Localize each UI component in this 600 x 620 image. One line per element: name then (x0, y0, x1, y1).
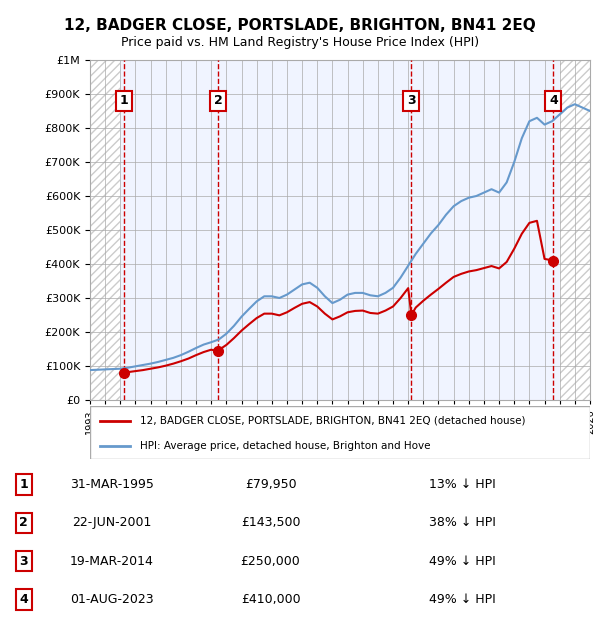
Bar (90, 60, 121, 400)
Text: 13% ↓ HPI: 13% ↓ HPI (430, 478, 496, 491)
FancyBboxPatch shape (90, 406, 590, 459)
Bar (560, 60, 590, 400)
Text: 49% ↓ HPI: 49% ↓ HPI (430, 555, 496, 568)
Text: 2: 2 (19, 516, 28, 529)
Text: Price paid vs. HM Land Registry's House Price Index (HPI): Price paid vs. HM Land Registry's House … (121, 36, 479, 49)
Text: 01-AUG-2023: 01-AUG-2023 (70, 593, 154, 606)
Text: 4: 4 (549, 94, 558, 107)
Text: 2: 2 (214, 94, 223, 107)
Text: 22-JUN-2001: 22-JUN-2001 (72, 516, 152, 529)
Bar (560, 60, 590, 400)
Text: 3: 3 (19, 555, 28, 568)
Text: £250,000: £250,000 (241, 555, 301, 568)
Bar (121, 60, 560, 400)
Text: 1: 1 (120, 94, 128, 107)
Text: 4: 4 (19, 593, 28, 606)
Text: 12, BADGER CLOSE, PORTSLADE, BRIGHTON, BN41 2EQ: 12, BADGER CLOSE, PORTSLADE, BRIGHTON, B… (64, 18, 536, 33)
Text: 31-MAR-1995: 31-MAR-1995 (70, 478, 154, 491)
Text: £410,000: £410,000 (241, 593, 301, 606)
Text: £79,950: £79,950 (245, 478, 296, 491)
Text: 49% ↓ HPI: 49% ↓ HPI (430, 593, 496, 606)
Text: £143,500: £143,500 (241, 516, 301, 529)
Text: 3: 3 (407, 94, 416, 107)
Text: 12, BADGER CLOSE, PORTSLADE, BRIGHTON, BN41 2EQ (detached house): 12, BADGER CLOSE, PORTSLADE, BRIGHTON, B… (140, 416, 526, 426)
Text: 19-MAR-2014: 19-MAR-2014 (70, 555, 154, 568)
Text: HPI: Average price, detached house, Brighton and Hove: HPI: Average price, detached house, Brig… (140, 441, 431, 451)
Text: 38% ↓ HPI: 38% ↓ HPI (430, 516, 496, 529)
Bar (90, 60, 121, 400)
Text: 1: 1 (19, 478, 28, 491)
